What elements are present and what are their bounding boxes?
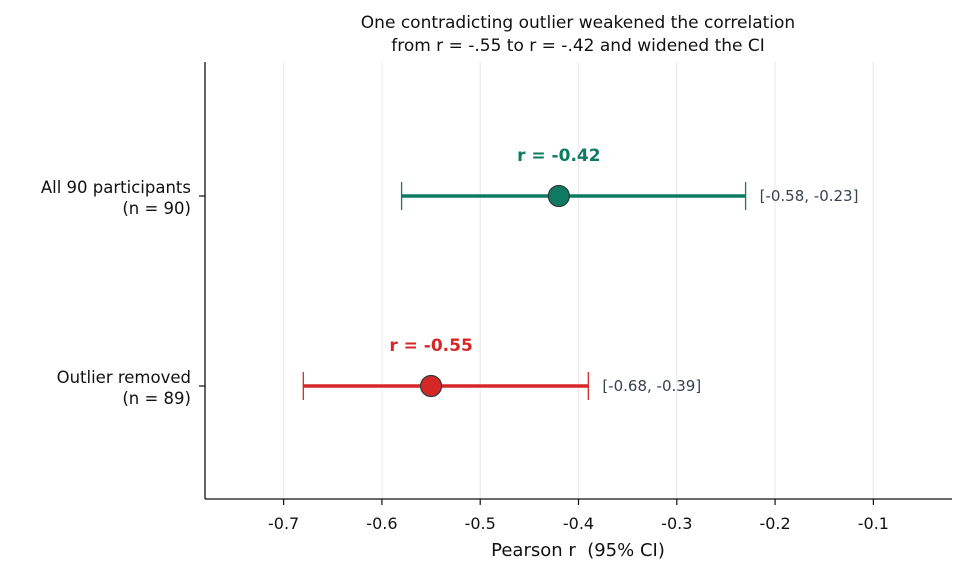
x-tick-label: -0.5	[465, 514, 496, 533]
x-tick-label: -0.7	[268, 514, 299, 533]
x-tick-label: -0.6	[366, 514, 397, 533]
point-estimate	[547, 184, 570, 208]
r-value-label: r = -0.55	[389, 336, 472, 356]
x-tick-label: -0.3	[661, 514, 692, 533]
y-tick-label: (n = 89)	[122, 389, 191, 408]
x-axis-label: Pearson r (95% CI)	[491, 540, 665, 561]
ci-range-label: [-0.68, -0.39]	[602, 377, 701, 395]
x-tick-label: -0.4	[563, 514, 594, 533]
estimate-row: All 90 participants (n = 90) r = -0.42 [-0.…	[41, 146, 859, 218]
x-tick-label: -0.2	[759, 514, 790, 533]
x-ticks: -0.7 -0.6 -0.5 -0.4 -0.3 -0.2 -0.1	[268, 499, 889, 533]
y-tick-label: (n = 90)	[122, 199, 191, 218]
r-value-label: r = -0.42	[517, 146, 600, 166]
y-tick-label: All 90 participants	[41, 178, 191, 197]
chart-title-line-1: One contradicting outlier weakened the c…	[361, 13, 795, 33]
gridlines	[283, 62, 874, 499]
ci-range-label: [-0.58, -0.23]	[760, 187, 859, 205]
chart-title-line-2: from r = -.55 to r = -.42 and widened th…	[391, 36, 765, 56]
estimates: All 90 participants (n = 90) r = -0.42 [-0.…	[41, 146, 859, 408]
estimate-row: Outlier removed (n = 89) r = -0.55 [-0.68, …	[57, 336, 702, 408]
point-estimate	[419, 374, 443, 398]
x-tick-label: -0.1	[858, 514, 889, 533]
y-tick-label: Outlier removed	[57, 368, 191, 387]
